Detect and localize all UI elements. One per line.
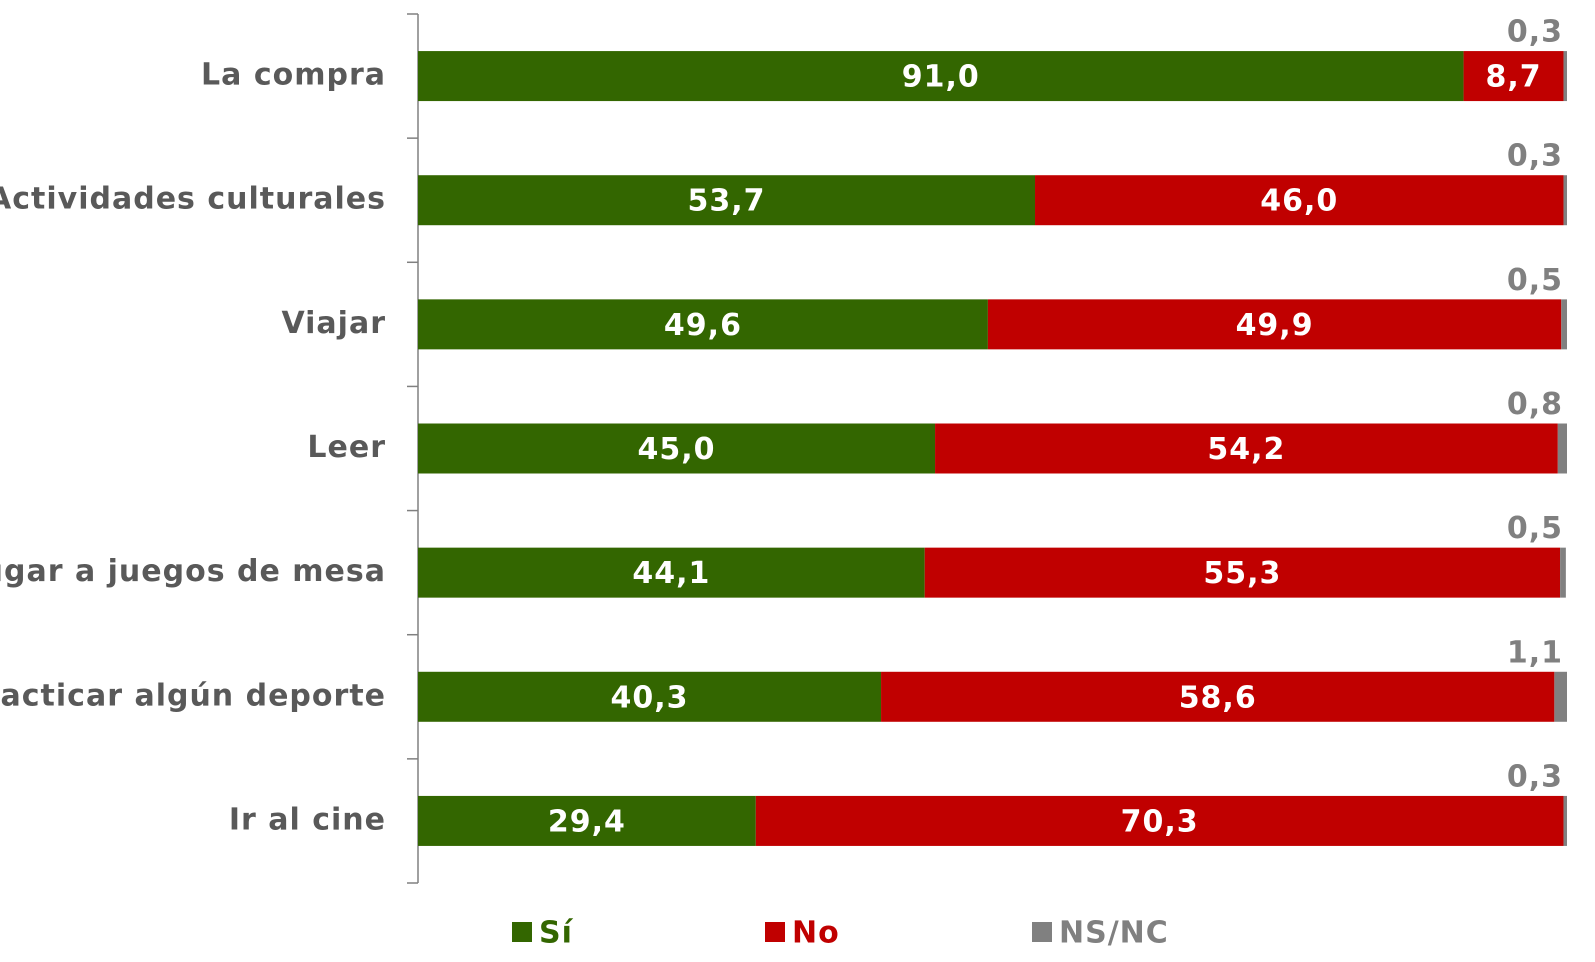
legend-label: NS/NC [1059,916,1169,951]
data-label: 0,5 [1507,263,1563,298]
bar-segment [987,299,1562,350]
data-label: 0,3 [1507,15,1563,50]
bar-segment [1035,175,1564,226]
category-label: Jugar a juegos de mesa [0,554,386,589]
category-label: Ir al cine [229,802,386,837]
data-label: 0,3 [1507,139,1563,174]
bar-segment [935,423,1558,474]
bar-segment [1563,795,1567,846]
data-label: 45,0 [638,432,716,467]
bar-segment [1554,671,1567,722]
category-label: Actividades culturales [0,182,386,217]
data-label: 0,5 [1507,511,1563,546]
data-label: 54,2 [1207,432,1285,467]
bar-segment [418,423,936,474]
data-label: 0,3 [1507,759,1563,794]
bar-segment [755,795,1564,846]
data-label: 29,4 [548,804,626,839]
category-label: Practicar algún deporte [0,678,386,713]
bar-segment [1561,299,1567,350]
data-label: 1,1 [1507,635,1563,670]
bar-segment [1463,51,1564,102]
bar-segment [1563,175,1567,226]
legend-swatch [765,922,785,942]
bar-segment [418,51,1464,102]
legend-swatch [1032,922,1052,942]
legend-swatch [512,922,532,942]
data-label: 44,1 [632,556,710,591]
data-label: 53,7 [687,184,765,219]
bar-segment [418,671,882,722]
data-label: 91,0 [902,60,980,95]
bar-segment [924,547,1561,598]
legend-label: Sí [539,916,574,951]
category-label: La compra [201,58,386,93]
data-label: 8,7 [1485,60,1541,95]
bar-segment [418,175,1036,226]
category-label: Leer [307,430,386,465]
data-label: 40,3 [611,680,689,715]
bar-segment [1557,423,1567,474]
bar-segment [1560,547,1566,598]
category-label: Viajar [281,306,386,341]
data-label: 49,6 [664,308,742,343]
bar-segment [418,299,988,350]
bar-segment [881,671,1555,722]
data-label: 70,3 [1121,804,1199,839]
legend-label: No [792,916,840,951]
bar-segment [1563,51,1567,102]
data-label: 46,0 [1260,184,1338,219]
bar-segment [418,547,925,598]
data-label: 0,8 [1507,387,1563,422]
data-label: 58,6 [1179,680,1257,715]
data-label: 55,3 [1203,556,1281,591]
data-label: 49,9 [1236,308,1314,343]
bar-segment [418,795,756,846]
